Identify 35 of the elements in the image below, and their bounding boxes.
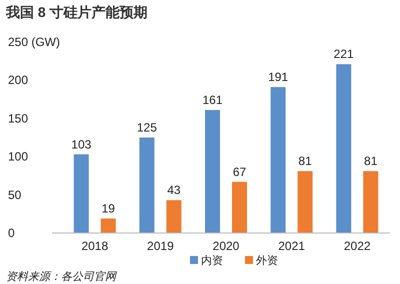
x-tick-label: 2021 (278, 239, 306, 253)
data-label: 221 (334, 47, 354, 62)
y-tick-label: 250 (GW) (8, 35, 60, 49)
data-label: 81 (298, 154, 312, 168)
y-tick-label: 0 (8, 226, 15, 240)
x-tick-label: 2018 (81, 239, 108, 253)
legend-label: 内资 (201, 254, 223, 267)
bar (270, 87, 286, 233)
data-label: 125 (136, 120, 158, 134)
bar (139, 138, 154, 233)
y-tick-label: 150 (8, 111, 28, 126)
bar (74, 154, 89, 233)
text: 资料来源：各公司官网 (6, 270, 117, 283)
x-tick-label: 2019 (147, 239, 174, 253)
data-label: 191 (268, 70, 288, 84)
y-tick-label: 50 (8, 188, 22, 202)
data-label: 161 (202, 92, 223, 107)
bar (166, 200, 182, 233)
data-label: 19 (102, 201, 116, 216)
x-tick-label: 2022 (344, 239, 371, 253)
bar (232, 182, 247, 233)
y-tick-label: 200 (8, 73, 28, 88)
y-tick-label: 100 (8, 150, 28, 164)
x-tick-label: 2020 (212, 239, 240, 253)
bar (100, 218, 116, 233)
bar (336, 64, 352, 233)
data-label: 43 (167, 183, 181, 198)
data-label: 81 (364, 154, 378, 168)
bar (298, 171, 313, 233)
data-label: 67 (232, 164, 246, 179)
data-label: 103 (71, 137, 92, 152)
legend-label: 外资 (256, 255, 278, 267)
chart-title: 我国 8 寸硅片产能预期 (5, 4, 148, 20)
bar (205, 110, 220, 233)
bar (363, 171, 378, 233)
